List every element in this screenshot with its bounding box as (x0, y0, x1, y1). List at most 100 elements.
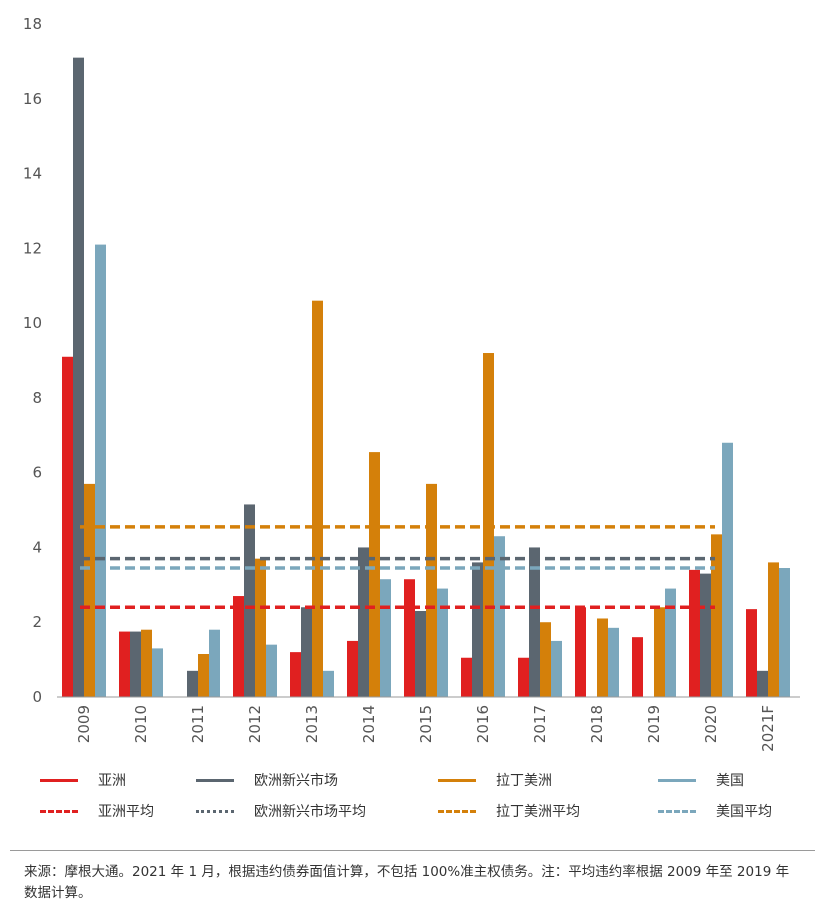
bar (187, 670, 198, 697)
bar (141, 629, 152, 697)
legend-label: 拉丁美洲 (496, 773, 552, 789)
legend-label: 拉丁美洲平均 (496, 804, 580, 820)
y-tick-label: 0 (32, 688, 42, 706)
legend-label: 欧洲新兴市场 (254, 773, 338, 789)
legend-item-emerging-europe: 欧洲新兴市场 (196, 770, 338, 790)
y-tick-label: 16 (23, 90, 42, 108)
legend-item-usa-average: 美国平均 (658, 801, 772, 821)
x-tick-label: 2011 (189, 705, 207, 743)
bar (483, 353, 494, 697)
y-tick-label: 8 (32, 389, 42, 407)
x-tick-label: 2017 (531, 705, 549, 743)
bar (722, 442, 733, 697)
legend-label: 美国平均 (716, 804, 772, 820)
bar (711, 534, 722, 697)
x-tick-label: 2014 (360, 705, 378, 743)
legend: 亚洲 欧洲新兴市场 拉丁美洲 美国 亚洲平均 欧洲新兴市场平均 拉丁美洲平均 美… (0, 760, 825, 840)
x-tick-label: 2021F (759, 705, 777, 752)
bar (768, 562, 779, 697)
x-tick-label: 2013 (303, 705, 321, 743)
bar (757, 670, 768, 697)
bar (437, 588, 448, 697)
bar (198, 654, 209, 697)
x-tick-label: 2010 (132, 705, 150, 743)
y-tick-label: 6 (32, 464, 42, 482)
divider (10, 850, 815, 851)
legend-swatch (40, 809, 78, 813)
y-tick-label: 4 (32, 538, 42, 556)
bar (255, 558, 266, 697)
y-tick-label: 18 (23, 15, 42, 33)
legend-label: 亚洲平均 (98, 804, 154, 820)
legend-item-usa: 美国 (658, 770, 744, 790)
bar (551, 640, 562, 697)
bar (347, 640, 358, 697)
bar (301, 607, 312, 697)
bar (608, 627, 619, 697)
x-tick-label: 2019 (645, 705, 663, 743)
legend-swatch (196, 778, 234, 782)
legend-item-latin-america-average: 拉丁美洲平均 (438, 801, 580, 821)
legend-item-asia: 亚洲 (40, 770, 126, 790)
bar (518, 657, 529, 697)
bar (84, 483, 95, 697)
bar (700, 573, 711, 697)
bar (244, 504, 255, 697)
bar (779, 568, 790, 697)
x-tick-label: 2009 (75, 705, 93, 743)
bar (323, 670, 334, 697)
bar (290, 652, 301, 697)
bar (529, 547, 540, 697)
bar (152, 648, 163, 697)
bar (540, 622, 551, 697)
legend-item-emerging-europe-average: 欧洲新兴市场平均 (196, 801, 366, 821)
legend-label: 美国 (716, 773, 744, 789)
bar (73, 57, 84, 697)
bar (472, 562, 483, 697)
source-note: 来源：摩根大通。2021 年 1 月，根据违约债券面值计算，不包括 100%准主… (24, 864, 790, 901)
bar (665, 588, 676, 697)
bar (62, 356, 73, 697)
bar (266, 644, 277, 697)
bar (95, 244, 106, 697)
y-tick-label: 14 (23, 165, 42, 183)
bar (575, 607, 586, 697)
bar (209, 629, 220, 697)
bar (746, 609, 757, 697)
bar (130, 631, 141, 697)
x-tick-label: 2015 (417, 705, 435, 743)
y-tick-label: 2 (32, 613, 42, 631)
y-tick-label: 12 (23, 239, 42, 257)
x-tick-label: 2018 (588, 705, 606, 743)
bar (597, 618, 608, 697)
bar (312, 300, 323, 697)
bar (369, 452, 380, 697)
bar (404, 579, 415, 697)
default-rate-chart: 0 2 4 6 8 10 12 14 16 18 2009 2010 2011 2012 2013 2014 2… (23, 15, 800, 752)
legend-label: 亚洲 (98, 773, 126, 789)
x-tick-label: 2012 (246, 705, 264, 743)
legend-label: 欧洲新兴市场平均 (254, 804, 366, 820)
bar (494, 536, 505, 697)
bar (415, 611, 426, 697)
x-tick-label: 2020 (702, 705, 720, 743)
bar (233, 596, 244, 697)
x-tick-label: 2016 (474, 705, 492, 743)
y-tick-label: 10 (23, 314, 42, 332)
bar (358, 547, 369, 697)
legend-item-latin-america: 拉丁美洲 (438, 770, 552, 790)
legend-swatch (196, 809, 234, 813)
bar (632, 637, 643, 697)
bar (426, 483, 437, 697)
legend-swatch (438, 778, 476, 782)
bar (119, 631, 130, 697)
bar (380, 579, 391, 697)
bar (689, 569, 700, 697)
legend-item-asia-average: 亚洲平均 (40, 801, 154, 821)
legend-swatch (658, 778, 696, 782)
legend-swatch (658, 809, 696, 813)
bar (461, 657, 472, 697)
legend-swatch (40, 778, 78, 782)
legend-swatch (438, 809, 476, 813)
bar (654, 607, 665, 697)
